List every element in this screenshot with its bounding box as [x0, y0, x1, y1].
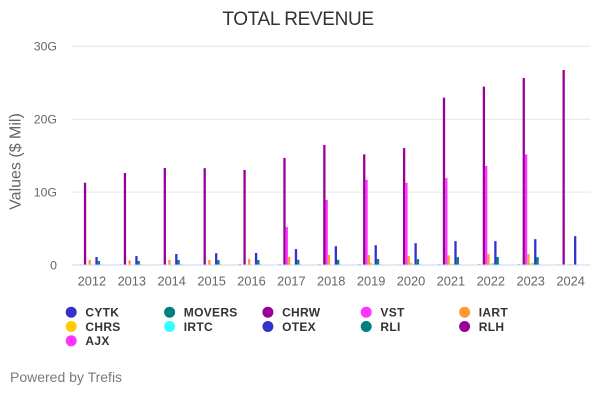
svg-text:AJX: AJX — [85, 334, 109, 348]
svg-text:2012: 2012 — [78, 274, 106, 289]
svg-text:2021: 2021 — [437, 274, 465, 289]
svg-text:2016: 2016 — [237, 274, 265, 289]
svg-text:2024: 2024 — [556, 274, 584, 289]
svg-text:IRTC: IRTC — [184, 320, 213, 334]
svg-text:2015: 2015 — [197, 274, 225, 289]
svg-text:2019: 2019 — [357, 274, 385, 289]
svg-text:MOVERS: MOVERS — [184, 306, 238, 320]
svg-text:RLI: RLI — [380, 320, 400, 334]
svg-text:2018: 2018 — [317, 274, 345, 289]
svg-text:IART: IART — [479, 306, 509, 320]
svg-text:0: 0 — [50, 258, 57, 272]
svg-text:VST: VST — [380, 306, 405, 320]
svg-text:OTEX: OTEX — [282, 320, 316, 334]
svg-text:2013: 2013 — [118, 274, 146, 289]
svg-text:CHRS: CHRS — [85, 320, 120, 334]
svg-text:2023: 2023 — [516, 274, 544, 289]
svg-text:Powered by Trefis: Powered by Trefis — [10, 369, 122, 385]
svg-text:2022: 2022 — [477, 274, 505, 289]
svg-text:20G: 20G — [34, 113, 57, 127]
svg-text:CHRW: CHRW — [282, 306, 321, 320]
svg-text:2017: 2017 — [277, 274, 305, 289]
svg-text:10G: 10G — [34, 185, 57, 199]
svg-text:2014: 2014 — [157, 274, 185, 289]
svg-text:30G: 30G — [34, 40, 57, 54]
svg-text:RLH: RLH — [479, 320, 505, 334]
svg-text:Values ($ Mil): Values ($ Mil) — [8, 113, 25, 210]
svg-text:2020: 2020 — [397, 274, 425, 289]
svg-text:TOTAL REVENUE: TOTAL REVENUE — [222, 9, 373, 30]
svg-text:CYTK: CYTK — [85, 306, 119, 320]
